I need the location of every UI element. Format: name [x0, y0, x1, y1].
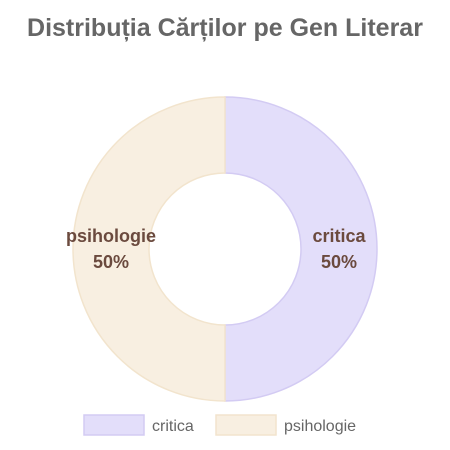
legend: critica psihologie [83, 414, 356, 436]
chart-title: Distribuția Cărților pe Gen Literar [27, 14, 423, 42]
labels-layer: critica 50% psihologie 50% [66, 226, 366, 272]
slice-psihologie[interactable] [72, 96, 226, 402]
slice-label-critica: critica [312, 226, 366, 246]
legend-swatch-critica[interactable] [83, 414, 145, 436]
slice-critica[interactable] [224, 96, 378, 402]
legend-label-critica[interactable]: critica [152, 418, 194, 435]
slice-percent-psihologie: 50% [93, 252, 129, 272]
slice-label-psihologie: psihologie [66, 226, 156, 246]
slice-percent-critica: 50% [321, 252, 357, 272]
legend-swatch-psihologie[interactable] [215, 414, 277, 436]
legend-label-psihologie[interactable]: psihologie [284, 418, 356, 435]
slices-layer [72, 96, 378, 402]
